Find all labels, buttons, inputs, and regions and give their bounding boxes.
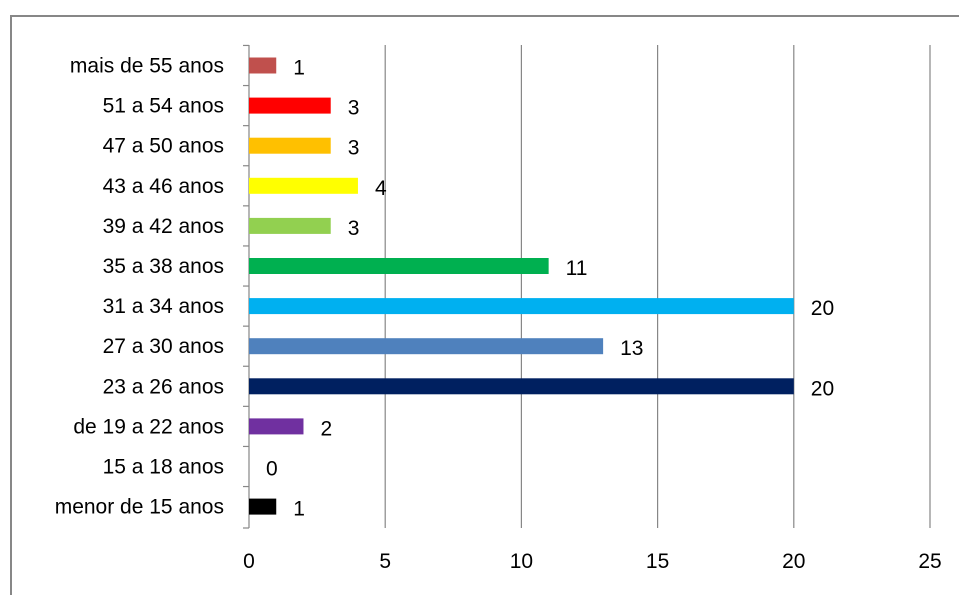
category-label: 39 a 42 anos: [103, 215, 224, 238]
data-label: 3: [348, 137, 360, 160]
bar: [249, 97, 331, 114]
x-tick-label: 5: [379, 550, 391, 573]
data-label: 20: [811, 377, 834, 400]
category-label: 31 a 34 anos: [103, 295, 224, 318]
bar: [249, 338, 604, 355]
gridlines: [243, 44, 931, 529]
category-label: 43 a 46 anos: [103, 175, 224, 198]
bar: [249, 298, 794, 315]
data-label: 11: [566, 257, 588, 280]
bar: [249, 418, 304, 435]
category-label: 27 a 30 anos: [103, 335, 224, 358]
bar: [249, 217, 331, 234]
data-label: 4: [375, 177, 387, 200]
x-tick-label: 25: [918, 550, 941, 573]
bar: [249, 177, 358, 194]
bar: [249, 137, 331, 154]
data-label: 2: [320, 417, 332, 440]
bar: [249, 258, 549, 274]
data-label: 1: [293, 498, 305, 521]
data-label: 20: [811, 297, 834, 320]
data-label: 1: [293, 57, 305, 80]
x-axis-ticks: 0 5 10 15 20 25: [243, 550, 942, 573]
category-label: de 19 a 22 anos: [73, 415, 224, 438]
bars: [249, 57, 794, 515]
x-tick-label: 20: [782, 550, 805, 573]
data-label: 0: [266, 458, 278, 481]
category-label: mais de 55 anos: [70, 55, 224, 78]
data-label: 13: [620, 337, 643, 360]
data-label: 3: [348, 217, 360, 240]
category-label: 47 a 50 anos: [103, 135, 224, 158]
category-label: menor de 15 anos: [55, 496, 224, 519]
x-tick-label: 10: [510, 550, 533, 573]
category-label: 35 a 38 anos: [103, 255, 224, 278]
x-tick-label: 0: [243, 550, 255, 573]
bar: [249, 57, 277, 74]
bar: [249, 498, 277, 515]
category-label: 15 a 18 anos: [103, 456, 224, 479]
x-tick-label: 15: [646, 550, 669, 573]
bar: [249, 378, 794, 395]
data-label: 3: [348, 97, 360, 120]
category-label: 51 a 54 anos: [103, 95, 224, 118]
category-label: 23 a 26 anos: [103, 375, 224, 398]
category-labels: mais de 55 anos 51 a 54 anos 47 a 50 anos 4…: [55, 55, 224, 519]
